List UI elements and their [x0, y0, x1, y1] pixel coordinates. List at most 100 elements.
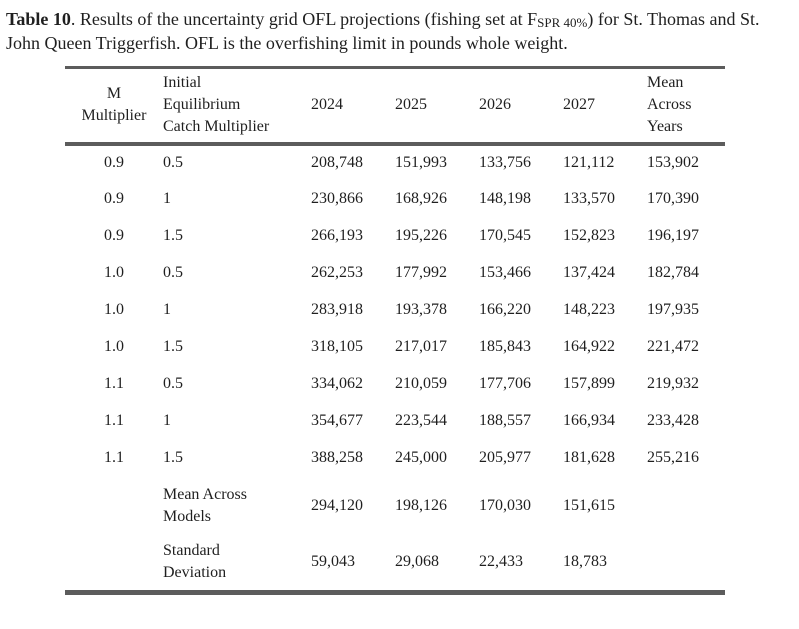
cell-mean-across-years: 153,902 [647, 154, 699, 171]
cell-mean-across-years: 233,428 [647, 412, 699, 429]
cell-2025: 29,068 [395, 553, 439, 571]
cell-catch-multiplier: 0.5 [163, 264, 183, 281]
cell-2027: 148,223 [563, 301, 615, 318]
cell-2026: 170,030 [479, 496, 531, 514]
cell-2026: 133,756 [479, 154, 531, 171]
cell-2024: 283,918 [311, 301, 363, 318]
cell-2025: 168,926 [395, 190, 447, 207]
cell-mean-across-years: 219,932 [647, 375, 699, 392]
cell-catch-multiplier: 1 [163, 190, 171, 207]
cell-2024: 294,120 [311, 496, 363, 514]
cell-2026: 188,557 [479, 412, 531, 429]
column-header-mean-across-years: Mean Across Years [647, 67, 725, 146]
caption-table-number: Table 10 [6, 9, 71, 29]
cell-2026: 166,220 [479, 301, 531, 318]
ofl-projections-table: M Multiplier Initial Equilibrium Catch M… [65, 66, 725, 595]
summary-row-label: Mean Across Models [163, 485, 247, 525]
cell-2025: 245,000 [395, 449, 447, 466]
cell-2026: 205,977 [479, 449, 531, 466]
cell-2025: 151,993 [395, 154, 447, 171]
cell-mean-across-years: 197,935 [647, 301, 699, 318]
cell-2025: 217,017 [395, 338, 447, 355]
cell-2026: 153,466 [479, 264, 531, 281]
cell-mean-across-years: 221,472 [647, 338, 699, 355]
cell-catch-multiplier: 0.5 [163, 154, 183, 171]
column-header-2026: 2026 [479, 67, 563, 146]
table-row: 1.0 0.5 262,253 177,992 153,466 137,424 … [65, 255, 725, 292]
cell-mean-across-years: 182,784 [647, 264, 699, 281]
cell-catch-multiplier: 1 [163, 412, 171, 429]
cell-2027: 133,570 [563, 190, 615, 207]
cell-2025: 223,544 [395, 412, 447, 429]
table-row: 1.1 1 354,677 223,544 188,557 166,934 23… [65, 403, 725, 440]
cell-mean-across-years: 255,216 [647, 449, 699, 466]
empty-cell [647, 477, 725, 535]
cell-2024: 230,866 [311, 190, 363, 207]
table-row: 0.9 1 230,866 168,926 148,198 133,570 17… [65, 181, 725, 218]
cell-2024: 208,748 [311, 154, 363, 171]
cell-mean-across-years: 170,390 [647, 190, 699, 207]
cell-2025: 198,126 [395, 496, 447, 514]
cell-m-multiplier: 0.9 [104, 154, 124, 171]
cell-m-multiplier: 1.1 [104, 375, 124, 392]
cell-2026: 177,706 [479, 375, 531, 392]
cell-2026: 22,433 [479, 553, 523, 571]
caption-f-spr-subscript: SPR 40% [537, 15, 588, 30]
cell-m-multiplier: 1.0 [104, 264, 124, 281]
table-row: 0.9 0.5 208,748 151,993 133,756 121,112 … [65, 144, 725, 181]
summary-row-standard-deviation: Standard Deviation 59,043 29,068 22,433 … [65, 535, 725, 593]
column-header-m-multiplier: M Multiplier [65, 67, 163, 146]
cell-2025: 210,059 [395, 375, 447, 392]
summary-row-label: Standard Deviation [163, 542, 227, 582]
cell-m-multiplier: 1.1 [104, 449, 124, 466]
empty-cell [65, 535, 163, 593]
empty-cell [65, 477, 163, 535]
cell-2024: 334,062 [311, 375, 363, 392]
column-header-2025: 2025 [395, 67, 479, 146]
cell-2024: 266,193 [311, 227, 363, 244]
caption-text-before-subscript: . Results of the uncertainty grid OFL pr… [70, 9, 538, 29]
cell-catch-multiplier: 1 [163, 301, 171, 318]
table-caption: Table 10. Results of the uncertainty gri… [6, 8, 784, 55]
cell-2026: 148,198 [479, 190, 531, 207]
caption-text-after-subscript: ) for St. Thomas and St. John Queen Trig… [6, 9, 760, 53]
cell-2025: 195,226 [395, 227, 447, 244]
cell-m-multiplier: 1.0 [104, 338, 124, 355]
cell-m-multiplier: 1.1 [104, 412, 124, 429]
cell-m-multiplier: 0.9 [104, 190, 124, 207]
cell-2024: 318,105 [311, 338, 363, 355]
cell-2025: 193,378 [395, 301, 447, 318]
column-header-2024: 2024 [311, 67, 395, 146]
cell-catch-multiplier: 1.5 [163, 449, 183, 466]
table-row: 1.0 1 283,918 193,378 166,220 148,223 19… [65, 292, 725, 329]
cell-2027: 18,783 [563, 553, 607, 571]
cell-2024: 262,253 [311, 264, 363, 281]
table-row: 1.0 1.5 318,105 217,017 185,843 164,922 … [65, 329, 725, 366]
cell-catch-multiplier: 1.5 [163, 338, 183, 355]
cell-2024: 354,677 [311, 412, 363, 429]
cell-m-multiplier: 0.9 [104, 227, 124, 244]
cell-2026: 170,545 [479, 227, 531, 244]
empty-cell [647, 535, 725, 593]
cell-catch-multiplier: 1.5 [163, 227, 183, 244]
cell-2027: 157,899 [563, 375, 615, 392]
cell-2027: 121,112 [563, 154, 615, 171]
table-header-row: M Multiplier Initial Equilibrium Catch M… [65, 67, 725, 146]
cell-2025: 177,992 [395, 264, 447, 281]
column-header-initial-equilibrium-catch-multiplier: Initial Equilibrium Catch Multiplier [163, 67, 311, 146]
cell-2027: 151,615 [563, 496, 615, 514]
cell-2027: 164,922 [563, 338, 615, 355]
cell-2024: 388,258 [311, 449, 363, 466]
cell-2027: 181,628 [563, 449, 615, 466]
cell-2024: 59,043 [311, 553, 355, 571]
cell-m-multiplier: 1.0 [104, 301, 124, 318]
cell-catch-multiplier: 0.5 [163, 375, 183, 392]
table-row: 1.1 0.5 334,062 210,059 177,706 157,899 … [65, 366, 725, 403]
cell-2027: 152,823 [563, 227, 615, 244]
cell-2027: 166,934 [563, 412, 615, 429]
table-row: 1.1 1.5 388,258 245,000 205,977 181,628 … [65, 440, 725, 477]
cell-mean-across-years: 196,197 [647, 227, 699, 244]
cell-2026: 185,843 [479, 338, 531, 355]
table-row: 0.9 1.5 266,193 195,226 170,545 152,823 … [65, 218, 725, 255]
summary-row-mean-across-models: Mean Across Models 294,120 198,126 170,0… [65, 477, 725, 535]
